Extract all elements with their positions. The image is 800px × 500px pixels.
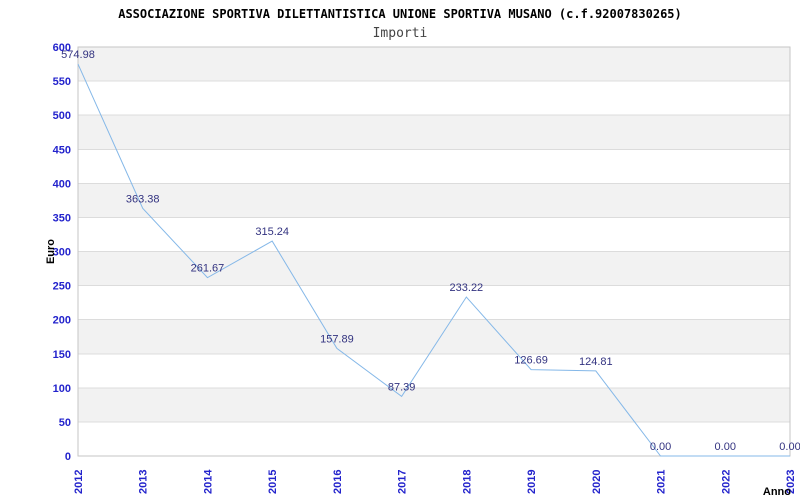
value-label: 0.00: [779, 441, 800, 453]
x-tick-label: 2018: [461, 470, 473, 494]
value-label: 233.22: [450, 282, 484, 294]
value-label: 363.38: [126, 193, 160, 205]
value-label: 0.00: [650, 441, 671, 453]
x-tick-label: 2017: [397, 470, 409, 494]
x-axis-title: Anno: [763, 486, 791, 498]
value-label: 574.98: [61, 49, 95, 61]
plot-band: [78, 251, 790, 286]
plot-border: [77, 46, 791, 457]
y-tick-label: 450: [53, 144, 71, 156]
plot-band: [78, 319, 790, 354]
chart-title: ASSOCIAZIONE SPORTIVA DILETTANTISTICA UN…: [118, 7, 682, 21]
value-label: 126.69: [514, 355, 548, 367]
y-tick-label: 550: [53, 76, 71, 88]
y-tick-label: 50: [59, 417, 71, 429]
value-label: 87.39: [388, 381, 416, 393]
value-label: 315.24: [255, 226, 289, 238]
x-tick-label: 2021: [656, 470, 668, 494]
y-tick-label: 500: [53, 110, 71, 122]
y-tick-label: 200: [53, 315, 71, 327]
plot-band: [78, 387, 790, 422]
x-tick-label: 2020: [591, 470, 603, 494]
y-tick-label: 150: [53, 349, 71, 361]
value-label: 0.00: [715, 441, 736, 453]
x-tick-label: 2023: [785, 470, 797, 494]
y-tick-label: 250: [53, 281, 71, 293]
x-tick-label: 2022: [720, 470, 732, 494]
value-label: 157.89: [320, 333, 354, 345]
value-label: 124.81: [579, 356, 613, 368]
x-tick-label: 2019: [526, 470, 538, 494]
x-tick-label: 2016: [332, 470, 344, 494]
y-tick-label: 100: [53, 383, 71, 395]
y-axis-title: Euro: [45, 239, 57, 264]
data-line: [77, 63, 790, 457]
plot-band: [78, 183, 790, 218]
y-tick-label: 400: [53, 178, 71, 190]
y-tick-label: 600: [53, 42, 71, 54]
x-tick-label: 2013: [138, 470, 150, 494]
plot-band: [78, 115, 790, 150]
chart-subtitle: Importi: [372, 26, 428, 41]
y-tick-label: 300: [53, 247, 71, 259]
x-tick-label: 2014: [202, 469, 214, 494]
x-tick-label: 2015: [267, 470, 279, 494]
y-tick-label: 350: [53, 212, 71, 224]
y-tick-label: 0: [65, 451, 71, 463]
value-label: 261.67: [191, 263, 225, 275]
x-tick-label: 2012: [73, 470, 85, 494]
plot-band: [78, 47, 790, 82]
